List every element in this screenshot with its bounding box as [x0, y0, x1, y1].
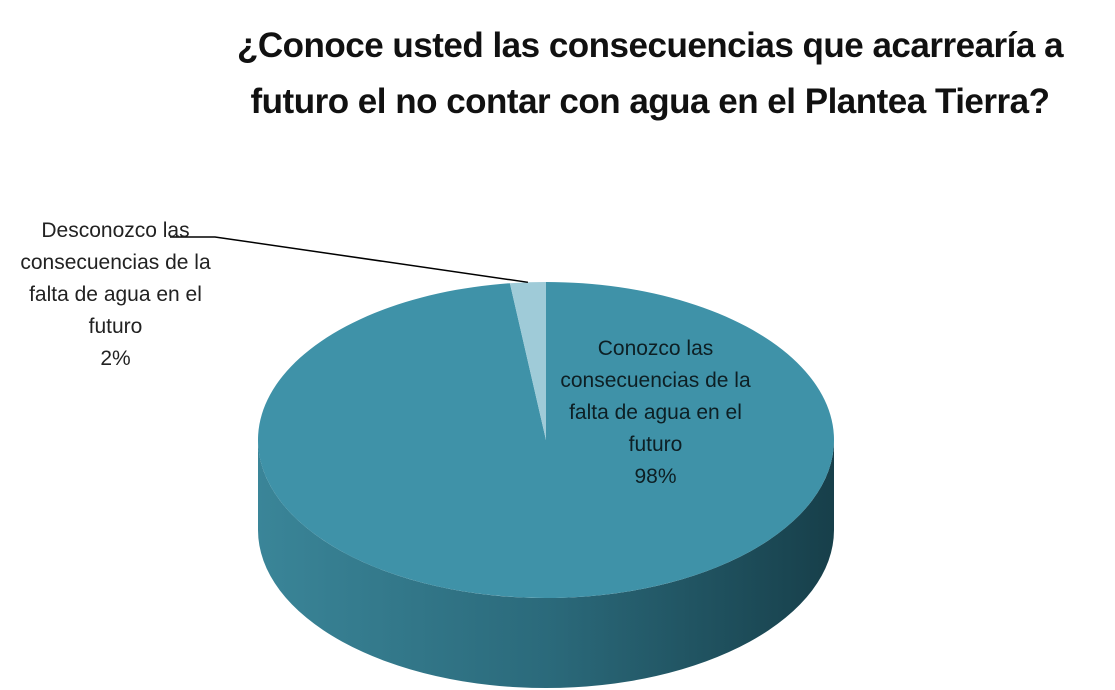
- pie-side: [258, 440, 834, 688]
- slice-label: Desconozco las consecuencias de la falta…: [20, 219, 211, 338]
- slice-label: Conozco las consecuencias de la falta de…: [560, 337, 751, 456]
- slice-value-label: 2%: [100, 347, 131, 370]
- leader-line: [170, 236, 529, 284]
- pie-slice: [258, 282, 835, 598]
- pie-slice: [509, 282, 546, 440]
- slice-value-label: 98%: [634, 465, 677, 488]
- chart-title: ¿Conoce usted las consecuencias que acar…: [236, 26, 1064, 121]
